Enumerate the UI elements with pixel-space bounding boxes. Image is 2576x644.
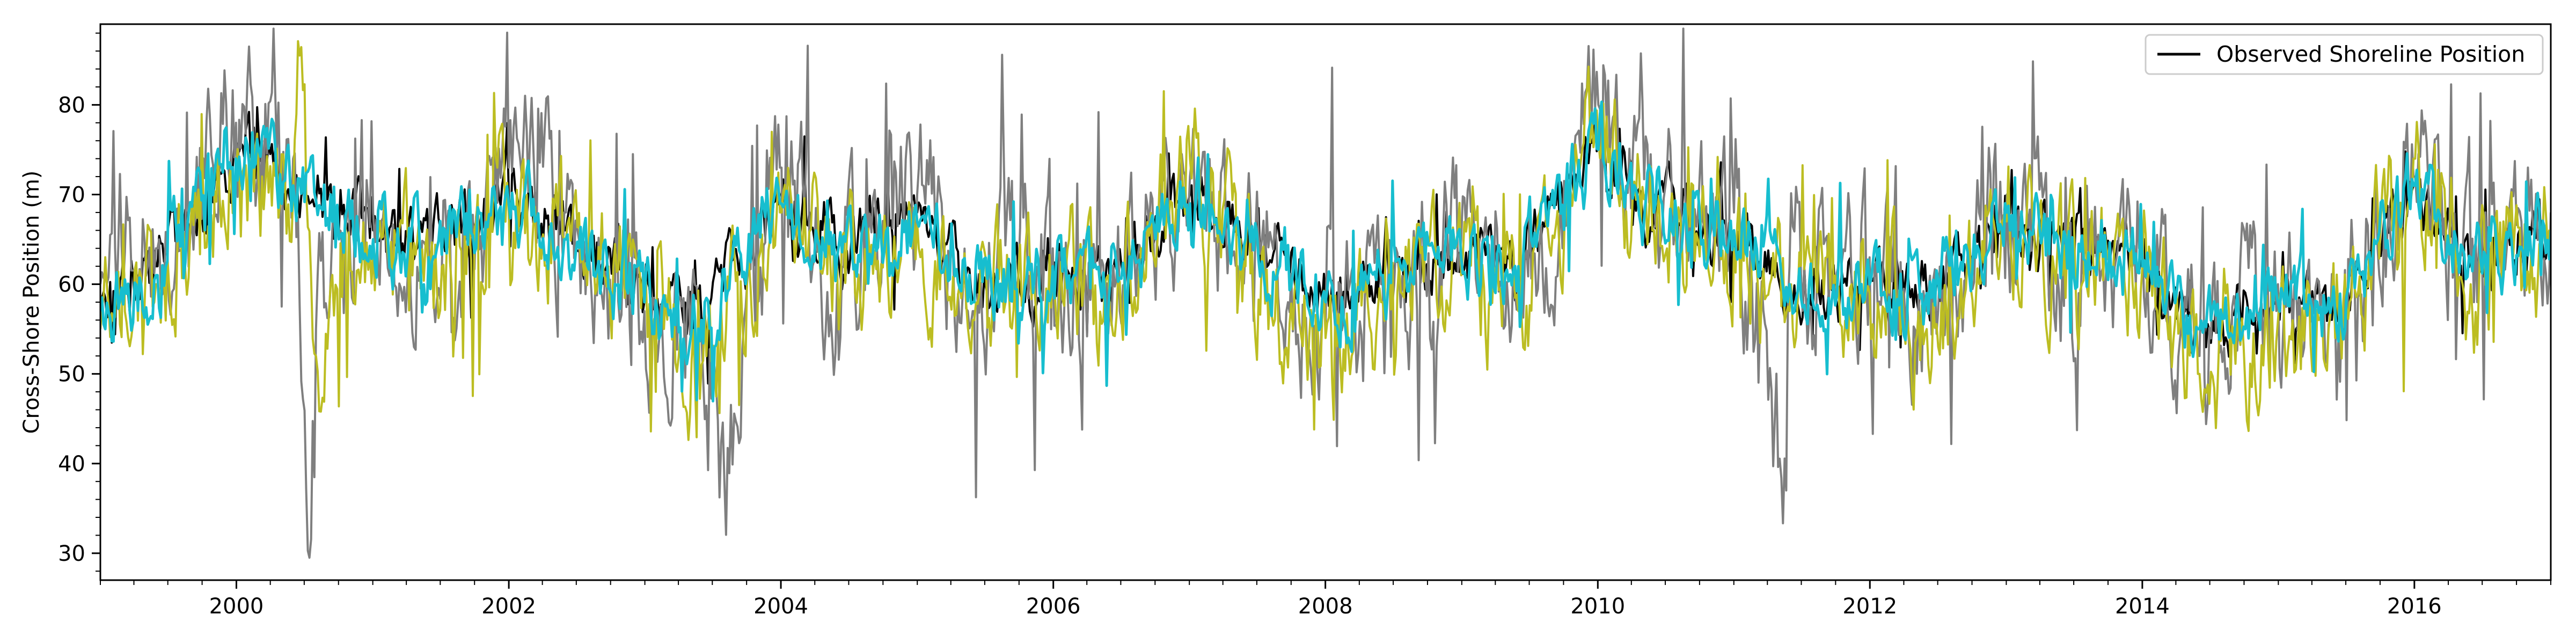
x-tick-label: 2010 — [1570, 594, 1625, 619]
x-axis: 2000 2002 2004 2006 2008 2010 2012 2014 2016 — [100, 580, 2551, 619]
x-tick-label: 2016 — [2387, 594, 2442, 619]
y-tick-label: 50 — [58, 362, 85, 387]
y-tick-label: 70 — [58, 182, 85, 207]
y-tick-label: 60 — [58, 273, 85, 297]
x-tick-label: 2014 — [2115, 594, 2170, 619]
y-tick-label: 80 — [58, 93, 85, 118]
y-tick-label: 40 — [58, 452, 85, 477]
y-axis: 30 40 50 60 70 80 — [58, 32, 100, 572]
y-axis-label: Cross-Shore Position (m) — [19, 171, 44, 434]
y-tick-label: 30 — [58, 541, 85, 566]
x-tick-label: 2006 — [1026, 594, 1081, 619]
x-tick-label: 2008 — [1298, 594, 1353, 619]
series-layer — [100, 27, 2551, 559]
x-tick-label: 2000 — [209, 594, 264, 619]
x-tick-label: 2004 — [753, 594, 808, 619]
series-cyan-line — [100, 100, 2551, 402]
legend-box — [2145, 34, 2544, 75]
legend[interactable]: Observed Shoreline Position — [2145, 34, 2544, 75]
x-tick-label: 2012 — [1842, 594, 1897, 619]
legend-label: Observed Shoreline Position — [2216, 41, 2525, 67]
x-tick-label: 2002 — [481, 594, 536, 619]
